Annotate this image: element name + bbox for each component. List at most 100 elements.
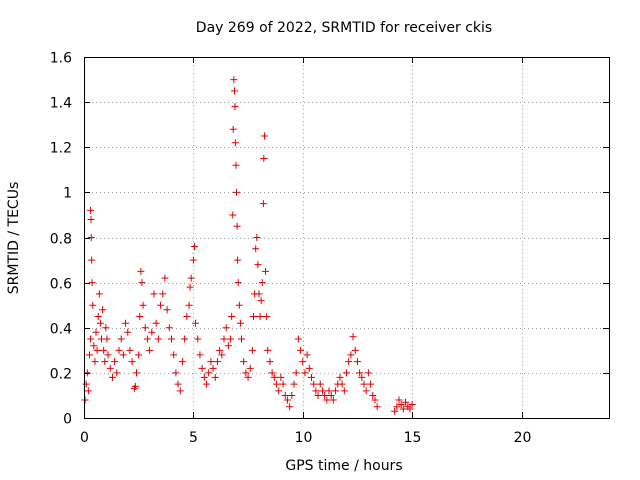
data-point [327,391,335,399]
data-point [402,398,410,406]
y-axis-label: SRMTID / TECUs [6,182,22,295]
data-point [95,290,103,298]
data-point [181,335,189,343]
data-point [310,380,318,388]
data-point [87,206,95,214]
data-point [176,387,184,395]
data-point [294,335,302,343]
data-point [406,405,414,413]
data-point [168,335,175,343]
data-point [152,319,160,327]
y-tick-label: 1.2 [50,141,72,157]
data-point [270,373,278,381]
data-point [232,188,240,196]
data-point [231,139,239,147]
data-point [343,369,350,377]
data-point [93,346,101,354]
data-point [92,328,100,336]
data-point [338,380,346,388]
data-point [275,387,283,395]
data-point [84,387,92,395]
y-tick-label: 1.4 [50,96,72,112]
data-point [196,351,204,359]
data-point [283,396,291,404]
x-tick-label: 5 [189,430,198,446]
data-point [96,319,104,327]
data-point [157,301,165,309]
grid-lines [84,57,609,418]
axis-ticks [84,57,609,419]
data-point [325,387,333,395]
data-point [143,335,151,343]
data-point [200,373,208,381]
data-point [104,351,112,359]
data-point [228,312,236,320]
data-point [232,161,240,169]
data-point [178,358,186,366]
data-point [85,351,93,359]
data-point [297,346,305,354]
data-point [262,267,270,275]
data-point [252,245,260,253]
data-point [231,103,239,111]
data-point [244,373,252,381]
data-point [260,132,268,140]
data-point [203,380,210,388]
y-tick-label: 1 [63,186,72,202]
data-point [259,200,267,208]
data-point [332,387,340,395]
x-tick-label: 0 [80,430,89,446]
data-point [192,319,200,327]
data-point [254,261,262,269]
y-tick-label: 0.6 [50,277,72,293]
data-point [364,369,372,377]
data-point [100,346,108,354]
x-tick-label: 15 [404,430,422,446]
data-point [246,364,254,372]
data-point [256,312,264,320]
y-tick-label: 0.2 [50,367,72,383]
data-point [230,76,238,84]
data-point [336,373,344,381]
data-point [91,358,99,366]
y-tick-label: 1.6 [50,51,72,67]
data-point [345,358,353,366]
data-point [257,297,265,305]
data-point [227,335,235,343]
data-point [124,328,132,336]
data-point [318,387,326,395]
data-point [135,351,143,359]
data-point [122,319,130,327]
data-point [395,396,403,404]
data-point [264,346,272,354]
data-points [81,76,416,415]
data-point [369,391,377,399]
data-point [198,364,206,372]
data-point [189,256,197,264]
data-point [360,380,368,388]
data-point [236,319,244,327]
data-point [150,290,158,298]
data-point [154,335,162,343]
data-point [103,335,111,343]
data-point [119,351,127,359]
data-point [234,256,242,264]
data-point [161,274,169,282]
data-point [250,312,258,320]
data-point [159,290,167,298]
data-point [87,335,95,343]
y-tick-label: 0.4 [50,322,72,338]
data-point [303,351,311,359]
data-point [220,335,228,343]
data-point [258,279,266,287]
data-point [312,387,320,395]
data-point [292,369,300,377]
data-point [248,346,256,354]
data-point [242,369,250,377]
data-point [170,351,178,359]
plot-frame [84,57,610,419]
data-point [356,369,364,377]
chart-title: Day 269 of 2022, SRMTID for receiver cki… [196,20,492,36]
data-point [391,407,399,415]
